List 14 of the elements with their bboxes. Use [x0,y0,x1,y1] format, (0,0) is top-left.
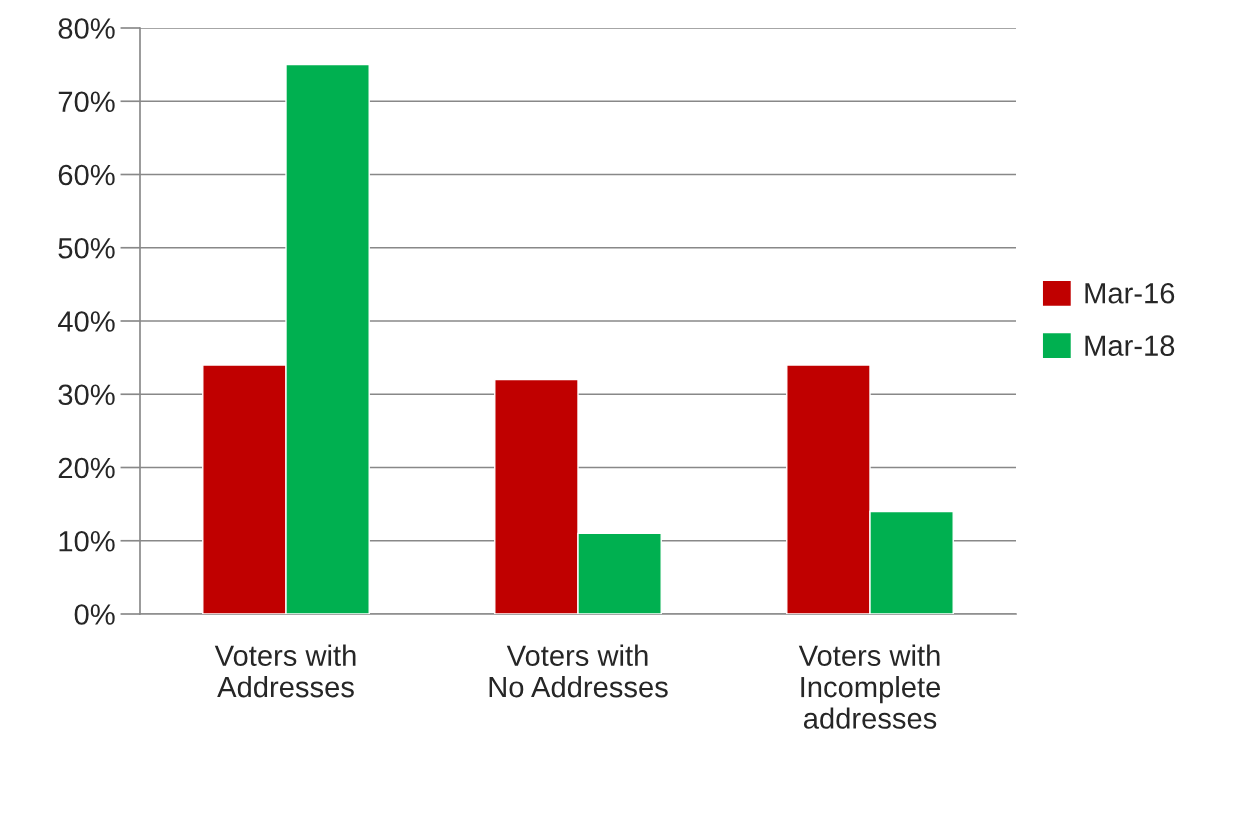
legend-label: Mar-16 [1085,282,1175,304]
y-tick-label: 60% [58,164,115,186]
x-tick-label: Voters with Addresses [214,644,356,698]
x-tick-label: Voters with No Addresses [489,644,668,698]
legend-label: Mar-18 [1085,335,1175,356]
y-tick-label: 50% [58,237,115,259]
y-tick-label: 80% [58,18,115,39]
x-tick-label: Voters with Incomplete addresses [798,644,941,729]
y-tick-label: 0% [74,604,115,625]
y-tick-label: 20% [58,457,115,479]
y-tick-label: 10% [59,530,115,552]
y-tick-label: 70% [58,91,115,113]
y-tick-label: 40% [57,311,115,332]
y-tick-label: 30% [58,384,115,406]
